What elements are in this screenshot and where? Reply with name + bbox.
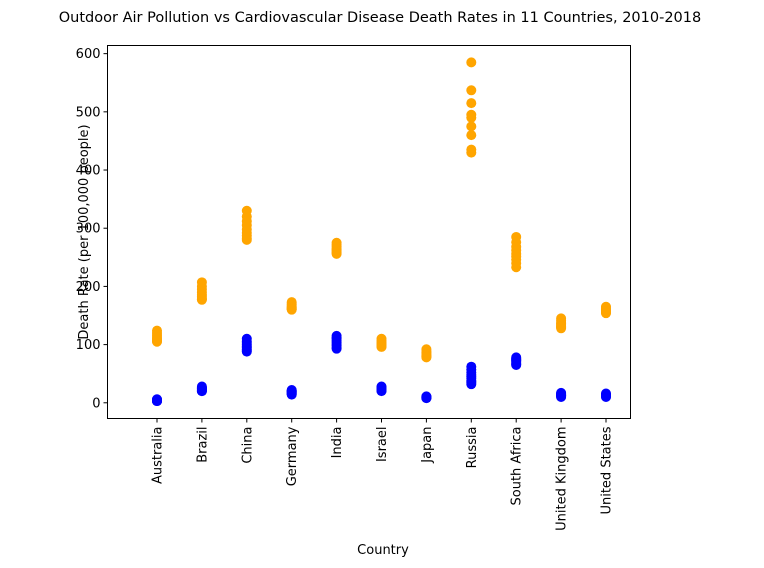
point (466, 379, 477, 390)
point (331, 343, 342, 354)
x-tick-label: Brazil (195, 427, 210, 463)
point (421, 393, 432, 404)
point (376, 341, 387, 352)
x-tick-label: United Kingdom (555, 427, 570, 531)
y-tick-label: 600 (76, 47, 101, 62)
point (466, 98, 477, 109)
y-tick-label: 400 (76, 164, 101, 179)
point (466, 121, 477, 132)
point (466, 85, 477, 96)
y-tick-label: 200 (76, 280, 101, 295)
point (286, 389, 297, 400)
point (196, 294, 207, 305)
x-tick-label: Japan (420, 427, 435, 464)
point (376, 386, 387, 397)
point (511, 359, 522, 370)
x-axis-label: Country (357, 543, 409, 558)
point (466, 147, 477, 158)
point (601, 391, 611, 402)
x-tick-label: South Africa (510, 427, 525, 506)
point (466, 57, 477, 68)
plot-frame (107, 45, 631, 419)
point (511, 262, 522, 273)
point (286, 304, 297, 315)
x-tick-label: Australia (151, 427, 166, 485)
point (241, 234, 252, 245)
y-tick-label: 100 (76, 338, 101, 353)
point (466, 112, 477, 123)
point (196, 386, 207, 397)
y-tick-label: 300 (76, 222, 101, 237)
y-axis-label: Death Rate (per 100,000 people) (77, 124, 92, 339)
point (556, 323, 567, 334)
y-tick-label: 500 (76, 105, 101, 120)
point (241, 346, 252, 357)
point (331, 248, 342, 259)
x-tick-label: United States (600, 426, 615, 514)
x-tick-label: Russia (465, 427, 480, 469)
point (421, 352, 432, 363)
point (556, 391, 567, 402)
x-tick-label: Israel (375, 427, 390, 463)
x-tick-label: Germany (285, 426, 300, 486)
point (601, 308, 611, 319)
plot-area (152, 57, 611, 407)
y-tick-label: 0 (92, 396, 100, 411)
point (152, 336, 162, 347)
point (466, 130, 477, 141)
x-tick-label: China (240, 427, 255, 464)
chart-title: Outdoor Air Pollution vs Cardiovascular … (59, 10, 701, 26)
point (152, 396, 162, 407)
x-tick-label: India (330, 427, 345, 459)
